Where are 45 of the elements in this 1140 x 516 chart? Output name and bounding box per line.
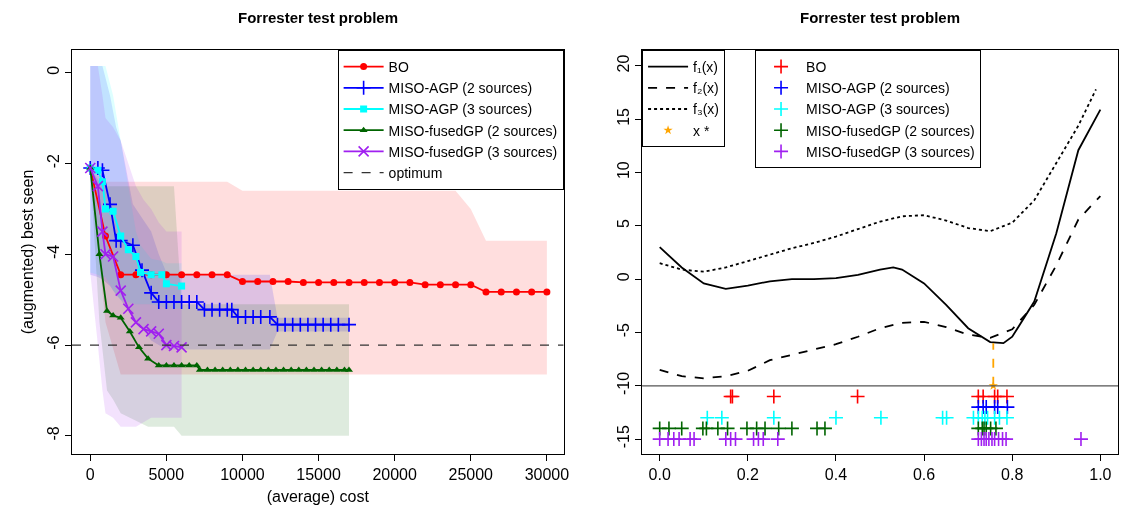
x-tick-label: 5000 — [148, 466, 185, 484]
y-tick-label: -2 — [44, 153, 62, 169]
x-tick-label: 0.6 — [912, 466, 936, 484]
legend-label: MISO-AGP (2 sources) — [388, 80, 533, 97]
legend-label: f₂(x) — [693, 80, 719, 97]
x-tick-label: 15000 — [296, 466, 341, 484]
x-tick-label: 0 — [85, 466, 95, 484]
legend-label: MISO-fusedGP (3 sources) — [806, 143, 975, 160]
y-tick-label: -5 — [614, 322, 632, 338]
legend-label: x * — [693, 122, 710, 139]
y-axis-title: (augmented) best seen — [19, 169, 37, 335]
x-tick-label: 0.2 — [736, 466, 760, 484]
y-tick-label: 20 — [614, 54, 632, 73]
x-tick-label: 1.0 — [1089, 466, 1112, 484]
legend-label: MISO-AGP (3 sources) — [806, 101, 950, 118]
y-tick-label: -15 — [614, 425, 632, 449]
legend-label: MISO-fusedGP (2 sources) — [388, 122, 558, 139]
x-tick-label: 10000 — [220, 466, 265, 484]
legend-label: MISO-AGP (2 sources) — [806, 80, 950, 97]
legend-label: MISO-AGP (3 sources) — [388, 101, 533, 118]
y-tick-label: 0 — [614, 272, 632, 282]
y-tick-label: 15 — [614, 107, 632, 126]
chart-title: Forrester test problem — [800, 9, 961, 26]
legend-label: optimum — [388, 165, 443, 182]
x-tick-label: 30000 — [524, 466, 570, 484]
x-tick-label: 0.8 — [1001, 466, 1024, 484]
y-tick-label: -10 — [614, 371, 632, 395]
legend-label: BO — [388, 59, 409, 76]
legend-label: f₁(x) — [693, 59, 719, 76]
x-tick-label: 0.4 — [824, 466, 848, 484]
y-tick-label: 10 — [614, 161, 632, 180]
legend-label: f₃(x) — [693, 101, 719, 118]
x-tick-label: 0.0 — [648, 466, 671, 484]
legend-label: BO — [806, 59, 827, 76]
y-tick-label: 0 — [44, 65, 62, 75]
x-tick-label: 25000 — [448, 466, 494, 484]
x-axis-title: (average) cost — [266, 487, 370, 505]
y-tick-label: -6 — [44, 335, 62, 350]
y-tick-label: -8 — [44, 426, 62, 441]
x-tick-label: 20000 — [372, 466, 418, 484]
y-tick-label: -4 — [44, 244, 62, 259]
chart-title: Forrester test problem — [238, 9, 399, 26]
y-tick-label: 5 — [614, 218, 632, 228]
legend-label: MISO-fusedGP (2 sources) — [806, 122, 975, 139]
legend-label: MISO-fusedGP (3 sources) — [388, 143, 558, 160]
